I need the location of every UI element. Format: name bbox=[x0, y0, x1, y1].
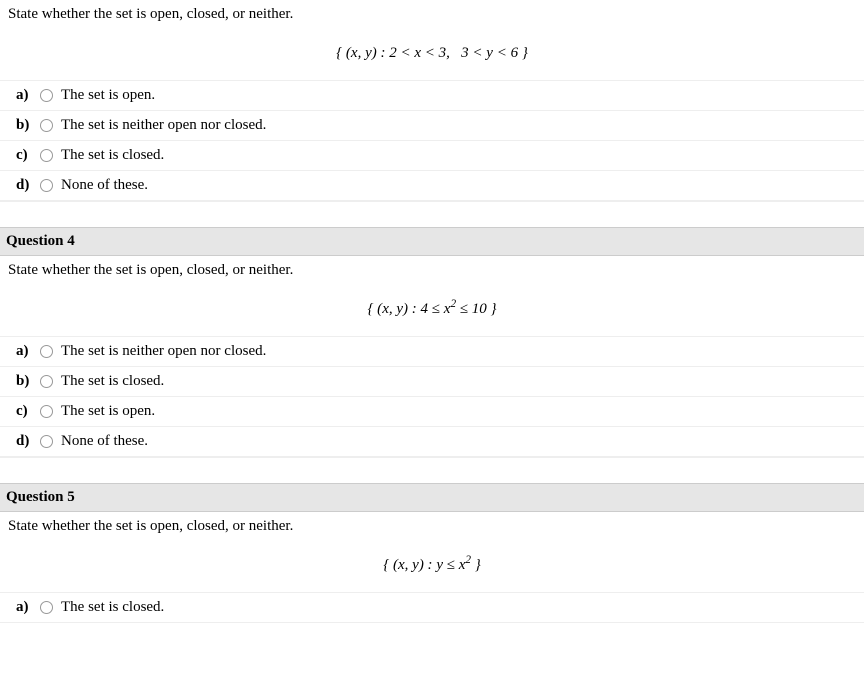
choice-letter: b) bbox=[16, 373, 34, 390]
choice-text: None of these. bbox=[59, 433, 148, 450]
choice-letter: b) bbox=[16, 117, 34, 134]
choice-letter: d) bbox=[16, 433, 34, 450]
radio-icon[interactable] bbox=[40, 89, 53, 102]
q3-prompt: State whether the set is open, closed, o… bbox=[0, 0, 864, 35]
q5-header: Question 5 bbox=[0, 483, 864, 512]
radio-icon[interactable] bbox=[40, 405, 53, 418]
q4-choice-d[interactable]: d) None of these. bbox=[0, 427, 864, 457]
radio-icon[interactable] bbox=[40, 601, 53, 614]
radio-icon[interactable] bbox=[40, 345, 53, 358]
choice-letter: a) bbox=[16, 343, 34, 360]
q3-choice-d[interactable]: d) None of these. bbox=[0, 171, 864, 201]
choice-text: The set is closed. bbox=[59, 373, 164, 390]
choice-text: The set is open. bbox=[59, 87, 155, 104]
q4-choice-a[interactable]: a) The set is neither open nor closed. bbox=[0, 336, 864, 367]
choice-letter: d) bbox=[16, 177, 34, 194]
choice-letter: c) bbox=[16, 403, 34, 420]
q3-formula: { (x, y) : 2 < x < 3, 3 < y < 6 } bbox=[0, 35, 864, 80]
choice-text: The set is closed. bbox=[59, 599, 164, 616]
radio-icon[interactable] bbox=[40, 119, 53, 132]
choice-letter: a) bbox=[16, 599, 34, 616]
q5-prompt: State whether the set is open, closed, o… bbox=[0, 512, 864, 547]
q4-choice-b[interactable]: b) The set is closed. bbox=[0, 367, 864, 397]
q4-header: Question 4 bbox=[0, 227, 864, 256]
q3-choice-a[interactable]: a) The set is open. bbox=[0, 80, 864, 111]
radio-icon[interactable] bbox=[40, 149, 53, 162]
q4-formula: { (x, y) : 4 ≤ x2 ≤ 10 } bbox=[0, 291, 864, 336]
choice-text: The set is open. bbox=[59, 403, 155, 420]
q3-choice-c[interactable]: c) The set is closed. bbox=[0, 141, 864, 171]
choice-letter: a) bbox=[16, 87, 34, 104]
choice-letter: c) bbox=[16, 147, 34, 164]
radio-icon[interactable] bbox=[40, 375, 53, 388]
q4-choice-c[interactable]: c) The set is open. bbox=[0, 397, 864, 427]
section-gap bbox=[0, 457, 864, 483]
q5-choice-a[interactable]: a) The set is closed. bbox=[0, 592, 864, 623]
section-gap bbox=[0, 201, 864, 227]
radio-icon[interactable] bbox=[40, 179, 53, 192]
choice-text: The set is closed. bbox=[59, 147, 164, 164]
choice-text: The set is neither open nor closed. bbox=[59, 343, 266, 360]
choice-text: The set is neither open nor closed. bbox=[59, 117, 266, 134]
choice-text: None of these. bbox=[59, 177, 148, 194]
q4-prompt: State whether the set is open, closed, o… bbox=[0, 256, 864, 291]
radio-icon[interactable] bbox=[40, 435, 53, 448]
q5-formula: { (x, y) : y ≤ x2 } bbox=[0, 547, 864, 592]
q3-choice-b[interactable]: b) The set is neither open nor closed. bbox=[0, 111, 864, 141]
